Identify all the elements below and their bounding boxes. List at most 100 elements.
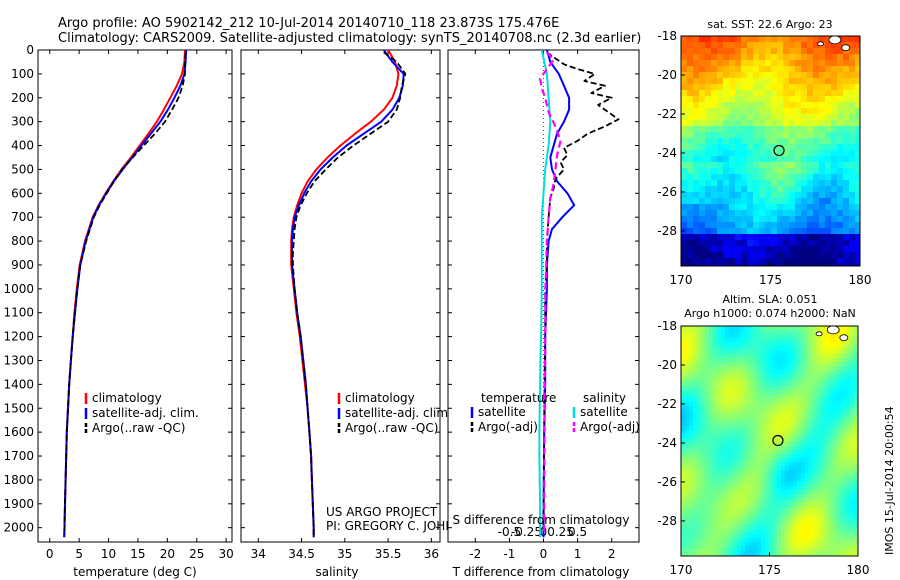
map-cell [821, 366, 826, 371]
map-cell [753, 342, 758, 347]
map-cell [693, 90, 700, 97]
map-cell [701, 446, 706, 451]
map-cell [681, 406, 686, 411]
map-cell [825, 198, 832, 205]
map-cell [769, 366, 774, 371]
map-cell [801, 346, 806, 351]
map-cell [809, 446, 814, 451]
map-x-tick-label: 170 [670, 273, 693, 287]
map-cell [741, 126, 748, 133]
map-cell [759, 228, 766, 235]
map-cell [829, 514, 834, 519]
map-cell [729, 138, 736, 145]
map-cell [717, 350, 722, 355]
map-cell [771, 78, 778, 85]
map-cell [793, 438, 798, 443]
map-cell [801, 234, 808, 241]
map-cell [849, 216, 856, 223]
map-cell [693, 334, 698, 339]
map-cell [825, 450, 830, 455]
map-cell [789, 386, 794, 391]
map-cell [701, 426, 706, 431]
map-cell [681, 546, 686, 551]
map-cell [717, 434, 722, 439]
map-cell [831, 132, 838, 139]
map-cell [745, 506, 750, 511]
map-cell [805, 510, 810, 515]
map-cell [771, 120, 778, 127]
map-cell [855, 72, 860, 79]
map-cell [845, 330, 850, 335]
map-cell [711, 204, 718, 211]
map-cell [829, 390, 834, 395]
map-cell [757, 366, 762, 371]
map-cell [793, 374, 798, 379]
x-tick-label: 34.5 [288, 547, 315, 561]
map-cell [765, 96, 772, 103]
map-cell [693, 228, 700, 235]
y-tick-label: 1800 [3, 473, 34, 487]
map-cell [757, 382, 762, 387]
map-cell [689, 462, 694, 467]
map-cell [713, 346, 718, 351]
map-cell [785, 426, 790, 431]
map-cell [771, 186, 778, 193]
map-cell [771, 114, 778, 121]
map-cell [745, 458, 750, 463]
map-cell [825, 186, 832, 193]
map-cell [833, 514, 838, 519]
map-cell [853, 462, 858, 467]
map-cell [821, 398, 826, 403]
map-cell [789, 90, 796, 97]
legend-label: Argo(-adj) [478, 420, 538, 434]
map-cell [717, 264, 724, 266]
map-cell [681, 550, 686, 555]
map-cell [853, 526, 858, 531]
map-cell [855, 168, 860, 175]
map-cell [687, 174, 694, 181]
map-cell [833, 462, 838, 467]
map-cell [709, 370, 714, 375]
map-cell [825, 96, 832, 103]
map-cell [741, 102, 748, 109]
map-cell [837, 54, 844, 61]
map-cell [809, 490, 814, 495]
map-cell [783, 102, 790, 109]
map-cell [717, 482, 722, 487]
map-cell [849, 470, 854, 475]
map-cell [689, 330, 694, 335]
map-cell [697, 450, 702, 455]
map-cell [773, 550, 778, 555]
map-cell [837, 410, 842, 415]
map-cell [699, 240, 706, 247]
map-y-tick-label: -26 [657, 185, 677, 199]
map-cell [789, 510, 794, 515]
map-cell [687, 60, 694, 67]
map-cell [681, 48, 688, 55]
map-cell [685, 350, 690, 355]
map-cell [829, 518, 834, 523]
map-cell [747, 96, 754, 103]
map-cell [789, 96, 796, 103]
map-cell [737, 494, 742, 499]
map-cell [833, 370, 838, 375]
x-tick-label: 35 [337, 547, 352, 561]
map-cell [765, 374, 770, 379]
map-cell [809, 482, 814, 487]
map-cell [681, 234, 688, 241]
map-cell [681, 338, 686, 343]
map-cell [759, 96, 766, 103]
map-cell [801, 222, 808, 229]
map-cell [705, 126, 712, 133]
map-cell [747, 162, 754, 169]
map-cell [837, 72, 844, 79]
map-cell [837, 126, 844, 133]
map-cell [701, 438, 706, 443]
map-cell [733, 446, 738, 451]
map-cell [747, 198, 754, 205]
map-cell [795, 156, 802, 163]
map-cell [777, 258, 784, 265]
map-cell [735, 84, 742, 91]
map-cell [769, 534, 774, 539]
map-cell [809, 526, 814, 531]
